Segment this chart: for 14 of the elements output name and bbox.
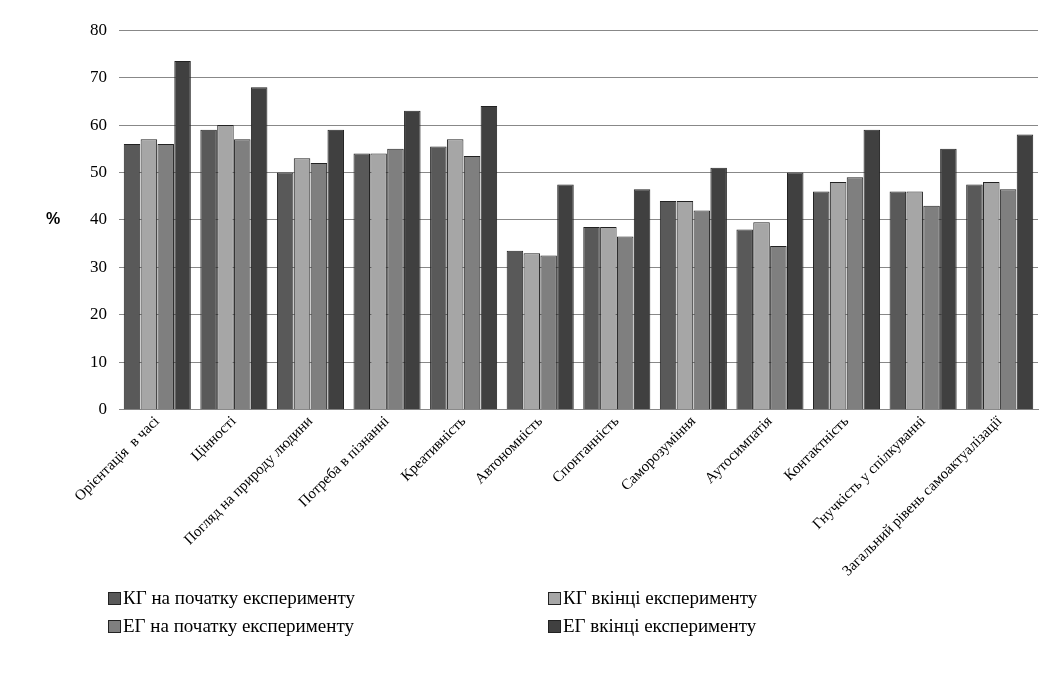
y-tick-label: 20 [90, 304, 107, 324]
y-tick-label: 0 [98, 399, 107, 419]
legend-label: КГ на початку експерименту [123, 587, 356, 609]
y-tick-label: 50 [90, 162, 107, 182]
legend-label: ЕГ вкінці експерименту [563, 615, 757, 637]
y-tick-label: 80 [90, 19, 107, 39]
y-tick-label: 10 [90, 351, 107, 371]
legend-label: КГ вкінці експерименту [563, 587, 758, 609]
y-tick-label: 40 [90, 209, 107, 229]
legend-label: ЕГ на початку експерименту [123, 615, 354, 637]
y-tick-label: 30 [90, 256, 107, 276]
y-tick-label: 70 [90, 67, 107, 87]
y-tick-label: 60 [90, 114, 107, 134]
y-axis-title: % [45, 210, 61, 228]
